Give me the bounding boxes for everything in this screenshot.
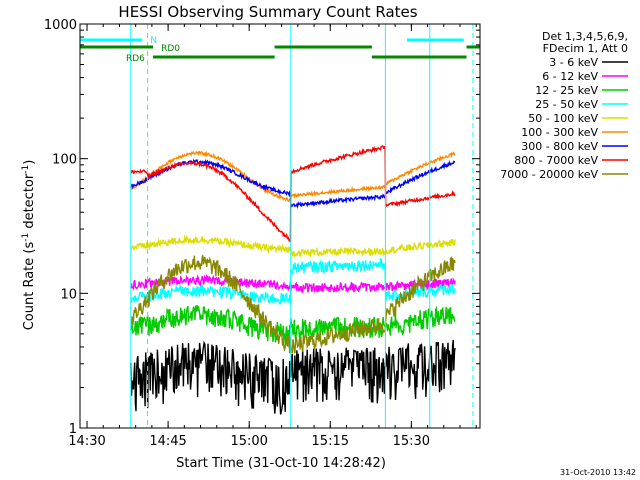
y-axis-label-exponent: -1 [21, 165, 31, 174]
series-line [130, 234, 456, 258]
flag-annotation: RD6 [126, 54, 145, 64]
legend-entry-label: 25 - 50 keV [535, 98, 598, 111]
series-line [130, 274, 456, 294]
plot-area: N RD0 RD6 [80, 24, 480, 428]
flag-annotation: N [150, 36, 157, 46]
x-tick-label: 14:45 [149, 434, 186, 449]
series-line [130, 305, 456, 344]
series-line [130, 339, 456, 415]
x-tick-label: 14:30 [68, 434, 105, 449]
legend-entry-label: 6 - 12 keV [542, 70, 598, 83]
series-line [130, 150, 456, 203]
x-tick-label: 15:30 [393, 434, 430, 449]
svg-text:Count Rate (s-1 detector-1): Count Rate (s-1 detector-1) [21, 160, 37, 331]
y-tick-label: 10 [60, 287, 77, 302]
legend-entry-label: 3 - 6 keV [549, 56, 598, 69]
x-axis-label: Start Time (31-Oct-10 14:28:42) [176, 456, 386, 471]
y-tick-label: 1 [69, 422, 77, 437]
series-line [130, 158, 456, 209]
legend-entry-label: 100 - 300 keV [521, 126, 598, 139]
plot-frame [79, 23, 481, 429]
legend-header: Det 1,3,4,5,6,9, [542, 30, 628, 43]
legend: Det 1,3,4,5,6,9,FDecim 1, Att 03 - 6 keV… [500, 30, 628, 181]
y-axis-label-part: Count Rate (s [22, 242, 37, 331]
x-tick-label: 15:00 [230, 434, 267, 449]
legend-entry-label: 7000 - 20000 keV [500, 168, 598, 181]
y-axis-label: Count Rate (s-1 detector-1) [21, 160, 37, 331]
flag-annotation: RD0 [161, 44, 180, 54]
series-line [130, 254, 456, 354]
y-tick-label: 1000 [44, 18, 77, 33]
legend-header: FDecim 1, Att 0 [543, 42, 628, 55]
legend-entry-label: 50 - 100 keV [528, 112, 598, 125]
footer-timestamp: 31-Oct-2010 13:42 [560, 468, 636, 477]
series-line [130, 145, 456, 243]
legend-entry-label: 12 - 25 keV [535, 84, 598, 97]
legend-entry-label: 800 - 7000 keV [514, 154, 598, 167]
chart-title: HESSI Observing Summary Count Rates [118, 3, 417, 21]
y-tick-label: 100 [52, 153, 77, 168]
axes: 14:30 14:45 15:00 15:15 15:30 1 10 100 1000 [44, 18, 481, 449]
legend-entry-label: 300 - 800 keV [521, 140, 598, 153]
x-tick-label: 15:15 [312, 434, 349, 449]
y-axis-label-exponent: -1 [21, 233, 31, 242]
y-axis-label-part: ) [22, 160, 37, 165]
y-axis-label-part: detector [22, 173, 37, 233]
